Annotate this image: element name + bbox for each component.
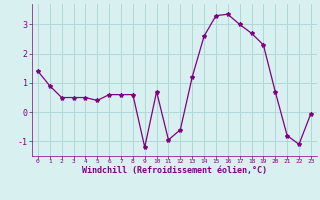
X-axis label: Windchill (Refroidissement éolien,°C): Windchill (Refroidissement éolien,°C) xyxy=(82,166,267,175)
